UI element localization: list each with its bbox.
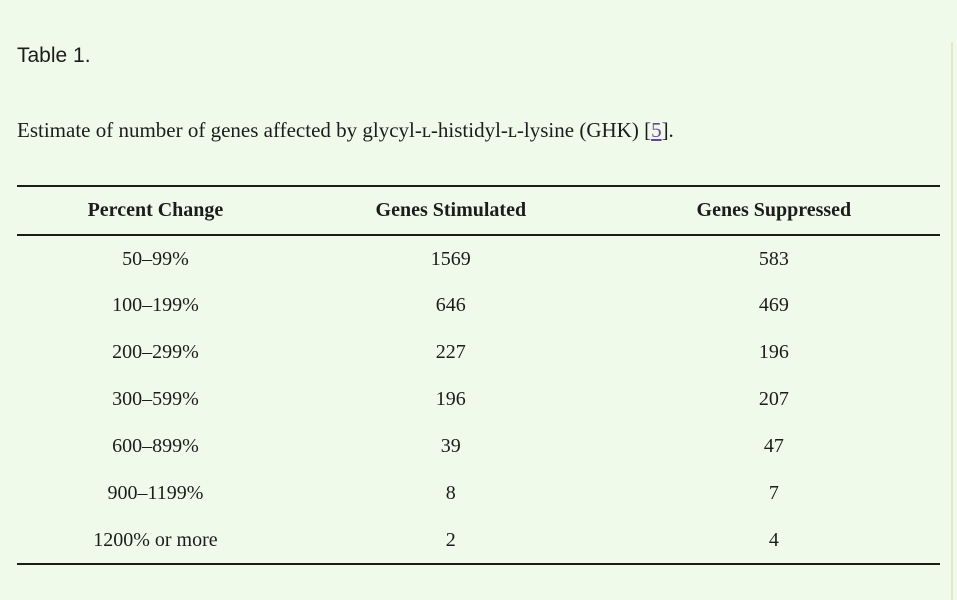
page-edge-divider <box>951 42 953 600</box>
column-header-genes-stimulated: Genes Stimulated <box>293 186 608 236</box>
table-cell: 469 <box>758 294 789 316</box>
table-cell: 196 <box>758 341 789 363</box>
table-cell: 207 <box>758 388 789 410</box>
table-cell: 646 <box>435 294 466 316</box>
table-cell: 300–599% <box>112 388 199 410</box>
table-label: Table 1. <box>17 44 91 67</box>
table-cell: 47 <box>763 435 784 457</box>
citation-link[interactable]: 5 <box>651 118 662 142</box>
data-table: Percent Change Genes Stimulated Genes Su… <box>17 185 940 565</box>
table-cell: 600–899% <box>112 435 199 457</box>
column-header-percent-change: Percent Change <box>17 186 294 236</box>
table-row: 600–899% 39 47 <box>17 423 940 470</box>
caption-text-before: Estimate of number of genes affected by … <box>17 118 652 142</box>
table-cell: 1200% or more <box>93 528 218 551</box>
table-row: 200–299% 227 196 <box>17 329 940 376</box>
caption-text-after: ]. <box>661 118 674 142</box>
table-cell: 583 <box>758 247 789 270</box>
table-row: 50–99% 1569 583 <box>17 235 940 282</box>
table-cell: 2 <box>445 528 456 551</box>
table-cell: 8 <box>445 482 456 504</box>
table-header-row: Percent Change Genes Stimulated Genes Su… <box>17 186 940 236</box>
table-cell: 227 <box>435 341 466 363</box>
table-caption: Estimate of number of genes affected by … <box>17 116 940 145</box>
table-row: 1200% or more 2 4 <box>17 517 940 564</box>
table-cell: 100–199% <box>112 294 199 316</box>
column-header-genes-suppressed: Genes Suppressed <box>607 186 940 236</box>
table-row: 100–199% 646 469 <box>17 282 940 329</box>
table-cell: 4 <box>768 528 779 551</box>
table-row: 900–1199% 8 7 <box>17 470 940 517</box>
table-cell: 200–299% <box>112 341 199 363</box>
table-cell: 1569 <box>430 247 471 270</box>
table-row: 300–599% 196 207 <box>17 376 940 423</box>
table-body: 50–99% 1569 583 100–199% 646 469 200–299% 227 19… <box>17 235 940 564</box>
table-cell: 50–99% <box>122 247 189 270</box>
table-cell: 39 <box>440 435 461 457</box>
article-page: Table 1. Estimate of number of genes aff… <box>0 42 957 565</box>
table-cell: 7 <box>768 482 779 504</box>
table-cell: 900–1199% <box>107 482 204 504</box>
table-cell: 196 <box>435 388 466 410</box>
